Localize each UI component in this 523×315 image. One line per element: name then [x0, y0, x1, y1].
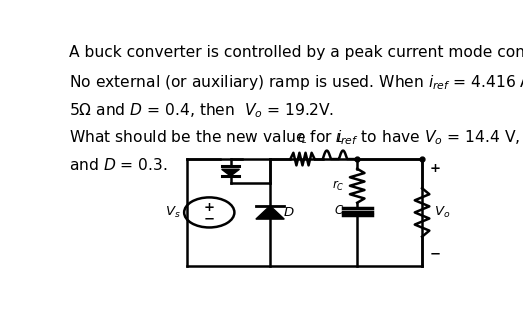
Text: 5Ω and $D$ = 0.4, then  $V_o$ = 19.2V.: 5Ω and $D$ = 0.4, then $V_o$ = 19.2V. — [70, 101, 335, 120]
Text: No external (or auxiliary) ramp is used. When $i_{ref}$ = 4.416 A, $R$ =: No external (or auxiliary) ramp is used.… — [70, 73, 523, 92]
Text: +: + — [204, 201, 215, 214]
Text: $r_C$: $r_C$ — [332, 179, 344, 193]
Text: $r_L$: $r_L$ — [297, 132, 308, 146]
Text: $D$: $D$ — [283, 206, 294, 219]
Text: $L$: $L$ — [335, 132, 343, 145]
Text: −: − — [203, 212, 215, 225]
Text: $C$: $C$ — [334, 204, 344, 217]
Polygon shape — [222, 169, 240, 176]
Text: +: + — [429, 162, 440, 175]
Text: A buck converter is controlled by a peak current mode controller.: A buck converter is controlled by a peak… — [70, 45, 523, 60]
Text: and $D$ = 0.3.: and $D$ = 0.3. — [70, 157, 168, 173]
Text: What should be the new value for $i_{ref}$ to have $V_o$ = 14.4 V, $R$ = 5Ω: What should be the new value for $i_{ref… — [70, 129, 523, 147]
Text: −: − — [429, 247, 440, 260]
Text: $V_s$: $V_s$ — [165, 205, 181, 220]
Text: $V_o$: $V_o$ — [434, 205, 450, 220]
Polygon shape — [256, 206, 285, 219]
